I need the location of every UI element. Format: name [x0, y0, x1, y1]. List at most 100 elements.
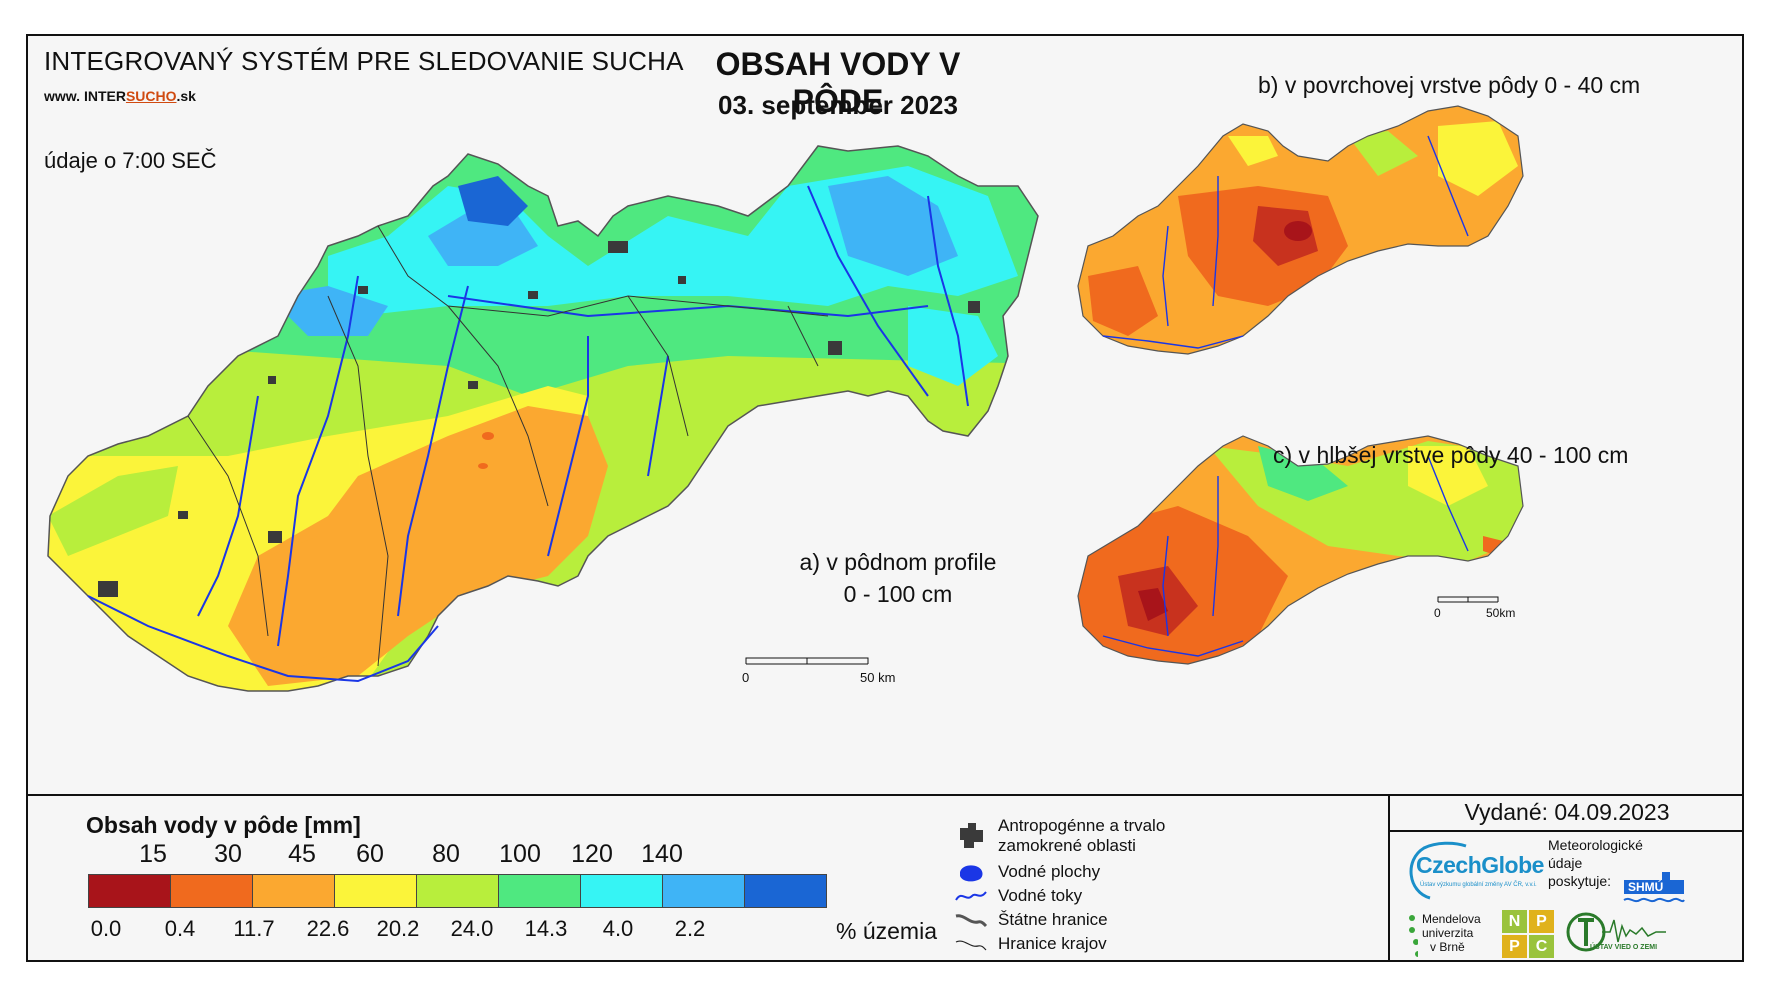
scale-bar-main: [745, 657, 869, 665]
website-prefix: www.: [44, 88, 81, 104]
mendel-line2: univerzita: [1422, 926, 1474, 940]
region-border-icon: [955, 940, 987, 951]
nppc-logo: N P P C: [1502, 910, 1554, 958]
scale-main-label: 50 km: [860, 670, 896, 685]
rivers-deep: [1102, 455, 1469, 657]
czechglobe-name: CzechGlobe: [1416, 852, 1544, 878]
uvz-seismo-icon: [1566, 912, 1666, 952]
page-title: OBSAH VODY V PÔDE: [715, 46, 961, 119]
mendel-logo: Mendelova univerzita v Brně: [1408, 912, 1481, 957]
website-suffix: .sk: [176, 88, 196, 104]
map-a-label: a) v pôdnom profile 0 - 100 cm: [798, 546, 998, 610]
shmu-text: SHMÚ: [1628, 880, 1664, 894]
uvz-logo: ÚSTAV VIED O ZEMI: [1566, 906, 1668, 958]
legend-area-percent: 0.4: [164, 916, 196, 941]
legend-state-borders: Štátne hranice: [998, 910, 1108, 929]
meteo-line3: poskytuje:: [1548, 873, 1612, 889]
legend-area-percent: 0.0: [90, 916, 122, 941]
legend-swatch: [663, 875, 745, 907]
urban-areas-main: [98, 241, 980, 597]
legend-color-bar: [88, 874, 827, 908]
legend-area-percent: 24.0: [450, 916, 494, 941]
mendel-dots-icon: [1409, 915, 1418, 957]
meteo-provider: Meteorologické údaje poskytuje:: [1548, 836, 1643, 890]
nppc-letter: P: [1502, 935, 1527, 958]
scale-bar-small: [1437, 596, 1499, 603]
scale-main-zero: 0: [742, 670, 750, 685]
czechglobe-arc-icon: [1409, 841, 1467, 900]
scale-small-label: 50km: [1486, 606, 1516, 620]
nppc-letter: N: [1502, 910, 1527, 933]
scale-small-zero: 0: [1434, 606, 1441, 620]
legend-threshold: 60: [356, 840, 384, 868]
meteo-line1: Meteorologické: [1548, 837, 1643, 853]
czechglobe-logo: CzechGlobe Ústav výzkumu globální změny …: [1402, 838, 1548, 904]
legend-threshold: 30: [214, 840, 242, 868]
legend-area-unit: % územia: [836, 918, 937, 944]
map-a-label-line1: a) v pôdnom profile: [799, 549, 997, 575]
website-sucho: SUCHO: [125, 88, 177, 104]
urban-area-icon: [960, 823, 983, 848]
legend-water-bodies: Vodné plochy: [998, 862, 1101, 881]
system-title: INTEGROVANÝ SYSTÉM PRE SLEDOVANIE SUCHA: [44, 46, 684, 76]
legend-swatch: [253, 875, 335, 907]
map-frame: INTEGROVANÝ SYSTÉM PRE SLEDOVANIE SUCHA …: [26, 34, 1744, 962]
legend-area-percent: 4.0: [602, 916, 634, 941]
website-link[interactable]: www. INTERSUCHO.sk: [44, 88, 196, 104]
legend-threshold: 100: [499, 840, 541, 868]
legend-rivers: Vodné toky: [998, 886, 1083, 905]
shmu-logo: SHMÚ: [1622, 870, 1686, 908]
website-inter: INTER: [83, 88, 126, 104]
map-area: INTEGROVANÝ SYSTÉM PRE SLEDOVANIE SUCHA …: [28, 36, 1742, 794]
legend-title: Obsah vody v pôde [mm]: [86, 812, 361, 838]
river-icon: [955, 891, 987, 901]
legend-area-percent: 11.7: [233, 916, 275, 941]
shmu-waves-icon: [1623, 872, 1685, 903]
legend-threshold: 120: [571, 840, 613, 868]
issued-panel: Vydané: 04.09.2023 CzechGlobe Ústav výzk…: [1388, 794, 1744, 960]
legend-swatch: [499, 875, 581, 907]
soil-water-map-main: [48, 146, 1038, 691]
region-borders-main: [187, 225, 829, 667]
legend-swatch: [417, 875, 499, 907]
state-border-surface: [1077, 105, 1524, 355]
map-b-label: b) v povrchovej vrstve pôdy 0 - 40 cm: [1258, 72, 1641, 98]
uvz-text: ÚSTAV VIED O ZEMI: [1590, 944, 1658, 951]
water-body-icon: [960, 865, 983, 882]
legend-area-percent: 20.2: [376, 916, 420, 941]
state-border-main: [47, 145, 1039, 692]
nppc-letter: C: [1529, 935, 1554, 958]
czechglobe-sub: Ústav výzkumu globální změny AV ČR, v.v.…: [1420, 882, 1537, 888]
soil-water-map-surface: [1078, 106, 1523, 354]
legend-divider: [28, 794, 1742, 796]
legend-threshold: 80: [432, 840, 460, 868]
legend-threshold: 140: [641, 840, 683, 868]
legend-swatch: [171, 875, 253, 907]
meteo-line2: údaje: [1548, 855, 1583, 871]
state-border-deep: [1077, 435, 1524, 665]
legend-urban-line2: zamokrené oblasti: [998, 836, 1136, 855]
mendel-line1: Mendelova: [1422, 912, 1481, 926]
legend-urban: Antropogénne a trvalo zamokrené oblasti: [998, 816, 1165, 856]
legend-area-percent: 22.6: [306, 916, 350, 941]
issued-date: Vydané: 04.09.2023: [1390, 794, 1744, 832]
state-border-icon: [955, 914, 988, 928]
maps-canvas: [47, 105, 1524, 692]
legend-urban-line1: Antropogénne a trvalo: [998, 816, 1166, 835]
nppc-letter: P: [1529, 910, 1554, 933]
legend-region-borders: Hranice krajov: [998, 934, 1107, 953]
legend-swatch: [745, 875, 826, 907]
legend-swatch: [89, 875, 171, 907]
map-c-label: c) v hlbšej vrstve pôdy 40 - 100 cm: [1273, 442, 1629, 468]
legend-area-percent: 14.3: [524, 916, 568, 941]
rivers-surface: [1102, 135, 1469, 349]
legend-area-percent: 2.2: [674, 916, 706, 941]
time-note: údaje o 7:00 SEČ: [44, 148, 217, 173]
legend-threshold: 45: [288, 840, 316, 868]
page-date: 03. september 2023: [718, 90, 958, 120]
map-a-label-line2: 0 - 100 cm: [843, 581, 953, 607]
mendel-line3: v Brně: [1430, 940, 1465, 954]
legend-swatch: [335, 875, 417, 907]
legend-swatch: [581, 875, 663, 907]
legend-threshold: 15: [139, 840, 167, 868]
